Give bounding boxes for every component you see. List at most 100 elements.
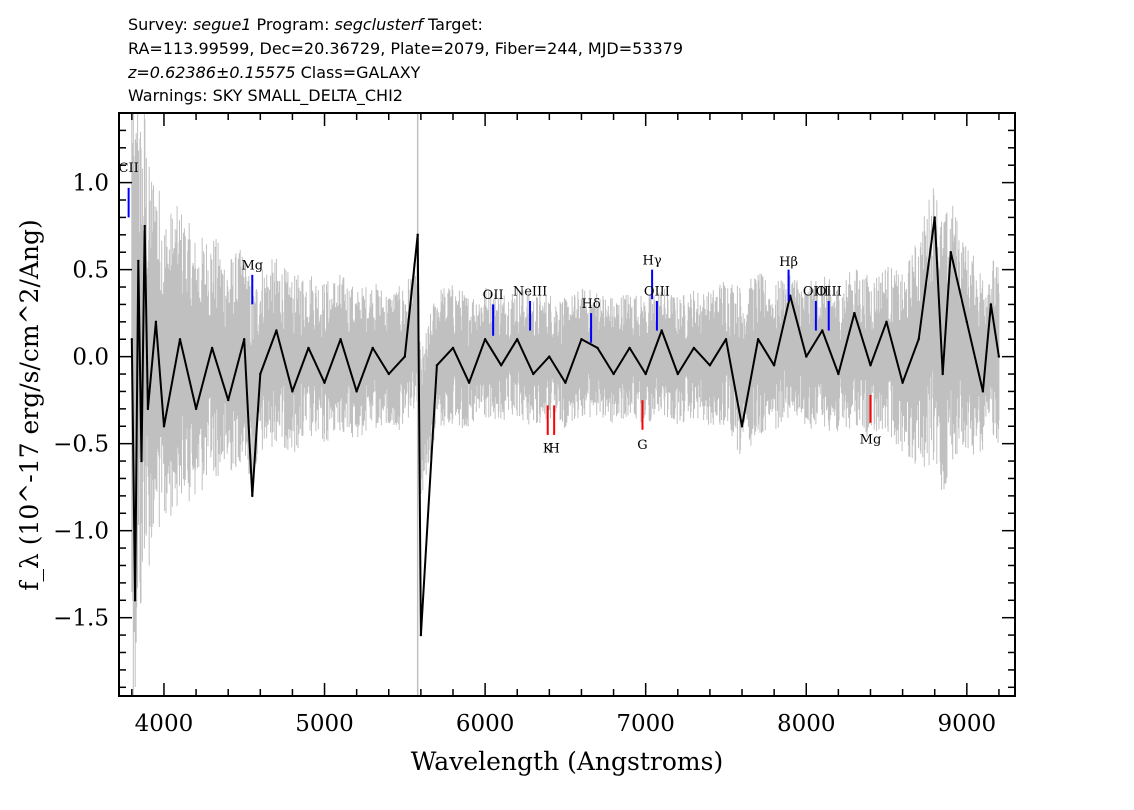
- flux-point: [989, 303, 993, 306]
- line-label-OIII: OIII: [803, 285, 829, 300]
- flux-point: [756, 338, 760, 341]
- flux-point: [837, 372, 840, 376]
- flux-point: [435, 364, 439, 367]
- flux-point: [628, 346, 631, 350]
- flux-point: [853, 311, 856, 315]
- flux-point: [154, 320, 158, 323]
- line-label-NeIII: NeIII: [513, 285, 547, 300]
- flux-point: [901, 381, 904, 384]
- y-tick-label: 0.0: [72, 345, 109, 371]
- y-tick-label: 1.0: [72, 171, 109, 197]
- line-label-Mg: Mg: [860, 433, 882, 448]
- header-line-3: z=0.62386±0.15575 Class=GALAXY: [127, 63, 421, 82]
- flux-point: [949, 251, 952, 254]
- x-tick-label: 9000: [938, 711, 997, 737]
- flux-point: [724, 338, 728, 341]
- flux-point: [371, 346, 374, 350]
- flux-point: [885, 320, 888, 323]
- y-axis-title: f_λ (10^-17 erg/s/cm^2/Ang): [15, 219, 44, 591]
- x-tick-label: 4000: [135, 711, 194, 737]
- flux-spectrum: [130, 216, 1001, 637]
- flux-point: [516, 338, 519, 341]
- header-line-4: Warnings: SKY SMALL_DELTA_CHI2: [128, 86, 403, 106]
- flux-point: [291, 390, 294, 393]
- flux-point: [981, 390, 985, 393]
- line-label-OII: OII: [483, 288, 504, 303]
- flux-point: [387, 372, 390, 376]
- flux-point: [307, 346, 310, 350]
- flux-point: [403, 355, 406, 358]
- line-label-OIII: OIII: [816, 285, 842, 300]
- x-tick-label: 8000: [777, 711, 836, 737]
- flux-point: [548, 355, 551, 358]
- flux-point: [194, 407, 198, 411]
- line-label-Mg: Mg: [241, 259, 263, 274]
- line-label-Hδ: Hδ: [582, 297, 601, 312]
- flux-point: [740, 425, 744, 428]
- flux-point: [355, 390, 358, 393]
- flux-point: [644, 372, 647, 376]
- flux-point: [941, 372, 944, 376]
- flux-point: [564, 381, 567, 384]
- header-line-2: RA=113.99599, Dec=20.36729, Plate=2079, …: [128, 39, 683, 58]
- flux-point: [532, 372, 535, 376]
- flux-point: [467, 381, 471, 384]
- flux-point: [419, 633, 423, 637]
- flux-point: [789, 294, 792, 297]
- line-label-K: K: [543, 441, 553, 456]
- y-tick-label: −1.5: [53, 606, 109, 632]
- flux-point: [451, 346, 455, 350]
- plot-frame: [118, 112, 1016, 697]
- flux-point: [137, 259, 140, 263]
- y-tick-label: −0.5: [53, 432, 109, 458]
- flux-point: [143, 224, 146, 228]
- flux-point: [692, 346, 696, 350]
- flux-point: [805, 355, 808, 358]
- flux-point: [243, 338, 246, 341]
- line-label-CII: CII: [119, 161, 139, 176]
- flux-point: [917, 338, 920, 341]
- flux-point: [772, 364, 776, 367]
- x-tick-label: 5000: [295, 711, 354, 737]
- flux-point: [275, 329, 278, 332]
- line-label-Hγ: Hγ: [643, 253, 662, 268]
- line-label-Hβ: Hβ: [779, 255, 798, 270]
- y-tick-label: −1.0: [53, 519, 109, 545]
- flux-point: [965, 320, 968, 323]
- line-label-OIII: OIII: [644, 285, 670, 300]
- flux-point: [580, 338, 583, 341]
- flux-point: [676, 372, 679, 376]
- flux-point: [612, 372, 615, 376]
- x-axis-title: Wavelength (Angstroms): [411, 747, 723, 776]
- flux-point: [210, 346, 214, 350]
- line-label-H: H: [548, 441, 559, 456]
- flux-point: [660, 329, 663, 332]
- flux-point: [339, 338, 342, 341]
- flux-point: [259, 372, 262, 376]
- flux-point: [997, 355, 1001, 358]
- flux-point: [869, 364, 872, 367]
- flux-point: [162, 425, 166, 428]
- flux-point: [416, 233, 419, 236]
- flux-point: [821, 329, 824, 332]
- flux-point: [130, 338, 133, 341]
- y-tick-label: 0.5: [72, 258, 109, 284]
- flux-point: [251, 494, 254, 498]
- flux-point: [483, 338, 487, 341]
- flux-line: [130, 216, 1000, 637]
- flux-point: [227, 398, 230, 402]
- error-band: [131, 113, 1000, 696]
- flux-point: [708, 364, 712, 367]
- error-spectrum: [131, 113, 1000, 696]
- x-tick-label: 6000: [456, 711, 515, 737]
- header-line-1: Survey: segue1 Program: segclusterf Targ…: [128, 15, 483, 34]
- flux-point: [596, 346, 599, 350]
- plot-axes: 4000 5000 6000 7000 8000 9000 1.0 0.5 0.0 −0.5 −1.…: [53, 112, 1016, 737]
- flux-point: [933, 216, 936, 219]
- flux-point: [146, 407, 150, 411]
- flux-point: [140, 459, 143, 463]
- flux-point: [500, 364, 503, 367]
- line-label-G: G: [637, 438, 647, 453]
